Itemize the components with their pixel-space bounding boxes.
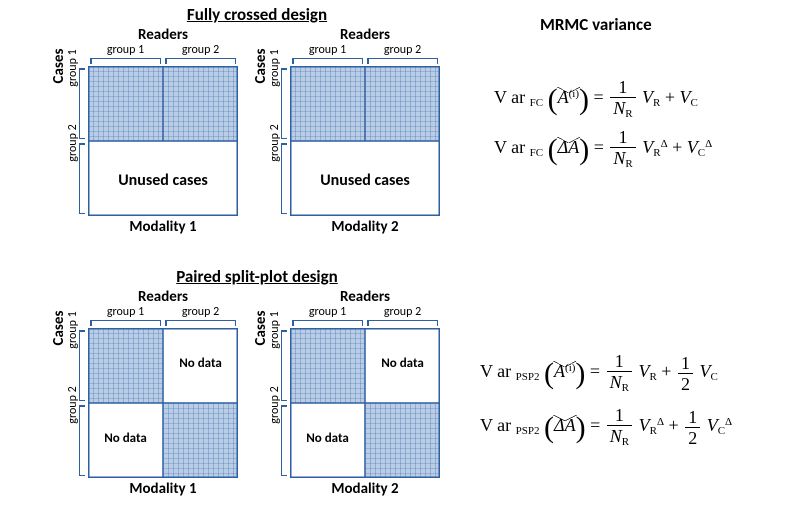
brace-readers-g1 [292,320,363,326]
cases-group1: group 1 [66,32,80,104]
cases-label: Cases [50,0,68,141]
fc-eq-2: V ar FC (ΔA) = 1NR VRΔ + VCΔ [494,128,712,170]
cases-group1: group 1 [268,294,282,366]
readers-label: Readers [88,26,238,44]
readers-label: Readers [290,26,440,44]
mrmc-title: MRMC variance [540,14,652,35]
cases-label: Cases [252,0,270,141]
unused-label: Unused cases [290,171,440,190]
no-data-bl: No data [290,431,365,446]
cases-group1: group 1 [66,294,80,366]
brace-readers-g2 [165,58,236,64]
psp-eq-1: V ar PSP2 (A(i)) = 1NR VR + 12 VC [480,352,718,394]
modality1-label: Modality 1 [88,480,238,498]
readers-label: Readers [290,288,440,306]
modality2-label: Modality 2 [290,218,440,236]
readers-label: Readers [88,288,238,306]
readers-group1: group 1 [88,43,163,57]
readers-group2: group 2 [365,43,440,57]
no-data-bl: No data [88,431,163,446]
fc-grid-2 [290,66,440,216]
cases-group2: group 2 [66,107,80,179]
readers-group2: group 2 [365,305,440,319]
cases-group2: group 2 [268,369,282,441]
no-data-tr: No data [163,356,238,371]
psp-eq-2: V ar PSP2 (ΔA) = 1NR VRΔ + 12 VCΔ [480,406,732,448]
cases-label: Cases [252,253,270,403]
cases-label: Cases [50,253,68,403]
cases-group2: group 2 [66,369,80,441]
fc-eq-1: V ar FC (A(i)) = 1NR VR + VC [494,78,698,120]
brace-readers-g2 [367,58,438,64]
readers-group2: group 2 [163,43,238,57]
unused-label: Unused cases [88,171,238,190]
readers-group1: group 1 [290,305,365,319]
psp-grid-2 [290,328,440,478]
readers-group1: group 1 [88,305,163,319]
readers-group1: group 1 [290,43,365,57]
brace-readers-g2 [367,320,438,326]
brace-readers-g1 [292,58,363,64]
readers-group2: group 2 [163,305,238,319]
modality1-label: Modality 1 [88,218,238,236]
no-data-tr: No data [365,356,440,371]
modality2-label: Modality 2 [290,480,440,498]
brace-readers-g1 [90,58,161,64]
psp-grid-1 [88,328,238,478]
brace-readers-g1 [90,320,161,326]
fc-grid-1 [88,66,238,216]
brace-readers-g2 [165,320,236,326]
cases-group2: group 2 [268,107,282,179]
cases-group1: group 1 [268,32,282,104]
